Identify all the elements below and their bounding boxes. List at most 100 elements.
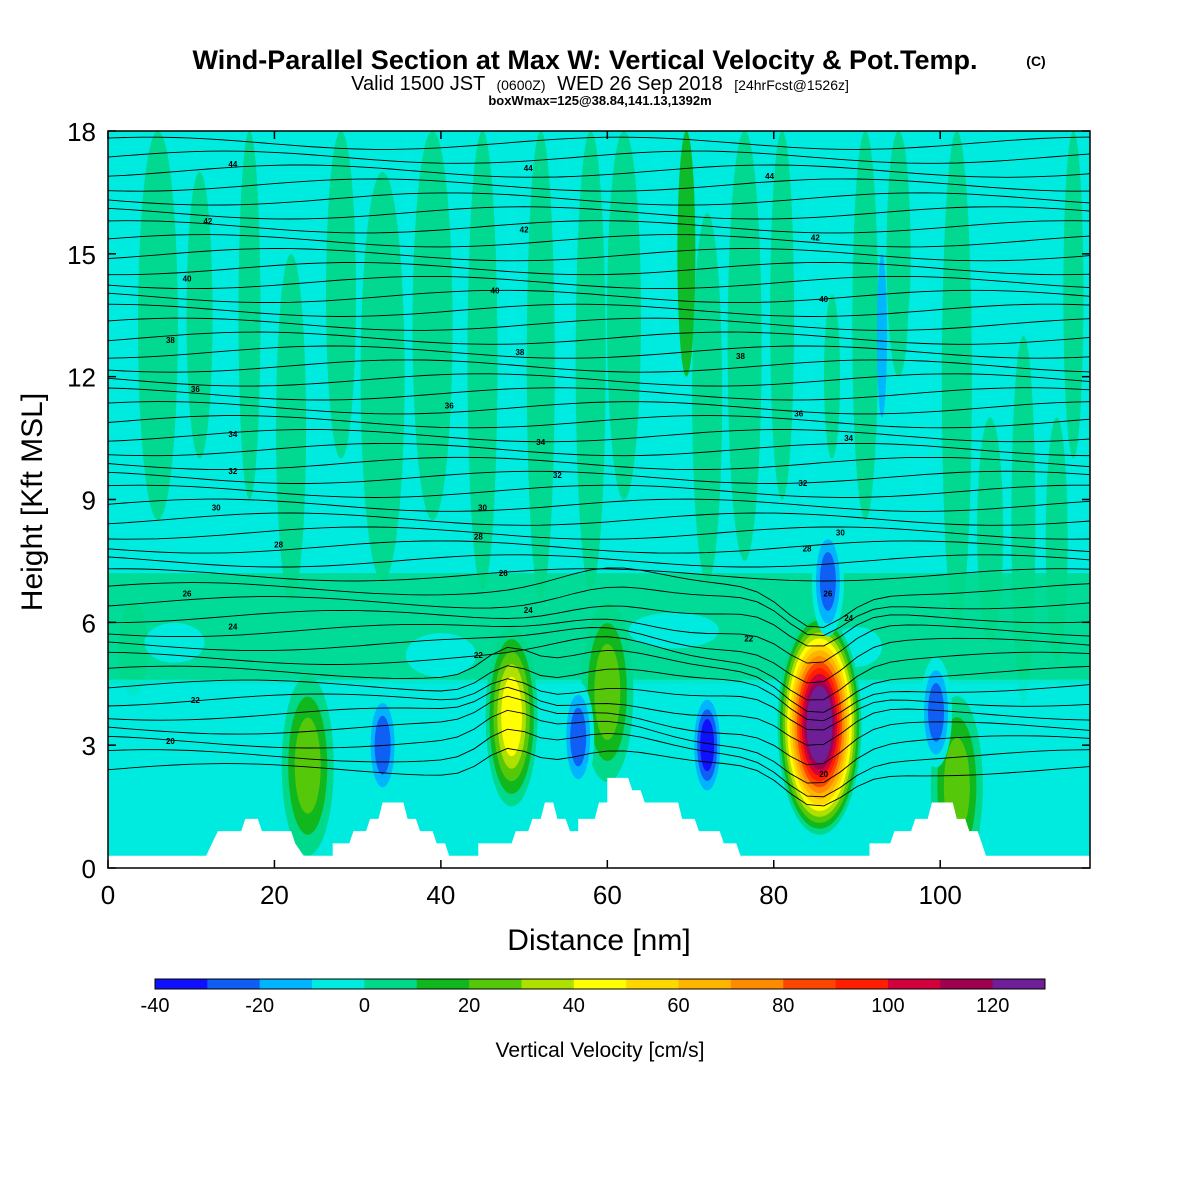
contour-label: 24 — [524, 606, 533, 615]
field-streak — [906, 253, 933, 500]
isentrope — [108, 484, 1090, 498]
y-tick-label: 0 — [82, 854, 96, 884]
y-tick-label: 12 — [67, 363, 96, 393]
contour-label: 38 — [515, 348, 524, 357]
contour-label: 30 — [836, 528, 845, 537]
field-streak — [606, 131, 641, 500]
isentrope — [108, 345, 1090, 359]
field-streak — [401, 131, 414, 336]
field-streak — [412, 131, 453, 520]
field-gap — [144, 622, 205, 663]
contour-label: 36 — [191, 385, 200, 394]
colorbar-swatch — [469, 979, 522, 989]
y-tick-label: 15 — [67, 240, 96, 270]
colorbar-swatch — [207, 979, 261, 989]
y-axis-label: Height [Kft MSL] — [16, 393, 49, 611]
colorbar-swatch — [940, 979, 994, 989]
colorbar-swatch — [416, 979, 470, 989]
contour-label: 38 — [166, 336, 175, 345]
x-tick-label: 100 — [919, 880, 962, 910]
x-axis-label: Distance [nm] — [507, 924, 690, 957]
valid-date: WED 26 Sep 2018 — [557, 73, 723, 95]
isentrope — [108, 728, 1090, 798]
isentrope — [108, 678, 1090, 731]
isentrope — [108, 261, 1090, 276]
colorbar-tick-label: 80 — [772, 995, 794, 1017]
colorbar-tick-label: 120 — [976, 995, 1009, 1017]
isentrope — [108, 646, 1090, 713]
contour-label: 26 — [823, 590, 832, 599]
contour-label: 36 — [794, 410, 803, 419]
isentrope — [108, 150, 1090, 164]
x-tick-label: 0 — [101, 880, 115, 910]
field-streak — [360, 171, 405, 582]
field-streak — [824, 294, 841, 459]
isentrope — [108, 415, 1090, 429]
isentrope — [108, 429, 1090, 443]
isentrope — [108, 498, 1090, 512]
potential-temperature-contours — [108, 136, 1090, 807]
isentrope — [108, 178, 1090, 192]
contour-label: 44 — [524, 164, 533, 173]
isentrope — [108, 206, 1090, 220]
field-streak — [137, 131, 178, 520]
colorbar-tick-label: 100 — [871, 995, 904, 1017]
y-tick-label: 3 — [82, 731, 96, 761]
contour-label: 20 — [166, 737, 175, 746]
velocity-cell — [294, 717, 321, 814]
isentrope — [108, 540, 1090, 554]
field-streak — [506, 171, 517, 418]
contour-label: 28 — [803, 545, 812, 554]
contour-label: 42 — [520, 225, 529, 234]
isentrope — [108, 303, 1090, 317]
field-streak — [186, 171, 213, 459]
isentrope — [108, 526, 1090, 540]
contour-label: 44 — [765, 172, 774, 181]
colorbar-swatch — [835, 979, 889, 989]
contour-label: 20 — [819, 770, 828, 779]
contour-label: 30 — [478, 504, 487, 513]
colorbar-tick-label: 0 — [359, 995, 370, 1017]
colorbar: -40 -20 0 20 40 60 80 100 120 — [141, 978, 1046, 1017]
colorbar-swatch — [312, 979, 365, 989]
y-tick-label: 9 — [82, 486, 96, 516]
field-streak — [727, 131, 762, 561]
field-streak — [886, 131, 911, 377]
box-wmax: boxWmax=125@38.84,141.13,1392m — [488, 93, 711, 108]
velocity-cell — [806, 685, 833, 764]
colorbar-swatch — [259, 979, 313, 989]
field-streak — [526, 131, 555, 598]
contour-label: 40 — [491, 287, 500, 296]
field-streak — [941, 131, 972, 631]
isentrope — [108, 456, 1090, 471]
isentrope — [108, 220, 1090, 234]
isentrope — [108, 289, 1090, 304]
colorbar-swatch — [626, 979, 680, 989]
field-gap — [405, 633, 476, 678]
colorbar-swatch — [678, 979, 732, 989]
contour-label: 42 — [811, 233, 820, 242]
isentrope — [108, 192, 1090, 206]
colorbar-swatch — [783, 979, 837, 989]
contour-label: 22 — [474, 651, 483, 660]
field-streak — [876, 253, 887, 418]
contour-label: 22 — [744, 635, 753, 644]
x-tick-label: 40 — [426, 880, 455, 910]
field-streak — [770, 131, 795, 500]
isentrope — [108, 331, 1090, 345]
field-streak — [276, 253, 307, 602]
isentrope — [108, 636, 1090, 701]
isentrope — [108, 512, 1090, 526]
title-suffix: (C) — [1026, 53, 1045, 69]
terrain — [108, 777, 1090, 868]
y-tick-label: 18 — [67, 117, 96, 147]
isentrope — [108, 401, 1090, 415]
contour-label: 40 — [183, 274, 192, 283]
contour-label: 24 — [844, 614, 853, 623]
isentrope — [108, 248, 1090, 262]
field-streak — [801, 171, 814, 541]
isentrope — [108, 686, 1090, 746]
velocity-cell — [928, 683, 945, 742]
forecast-time: [24hrFcst@1526z] — [734, 77, 849, 93]
x-tick-label: 80 — [759, 880, 788, 910]
